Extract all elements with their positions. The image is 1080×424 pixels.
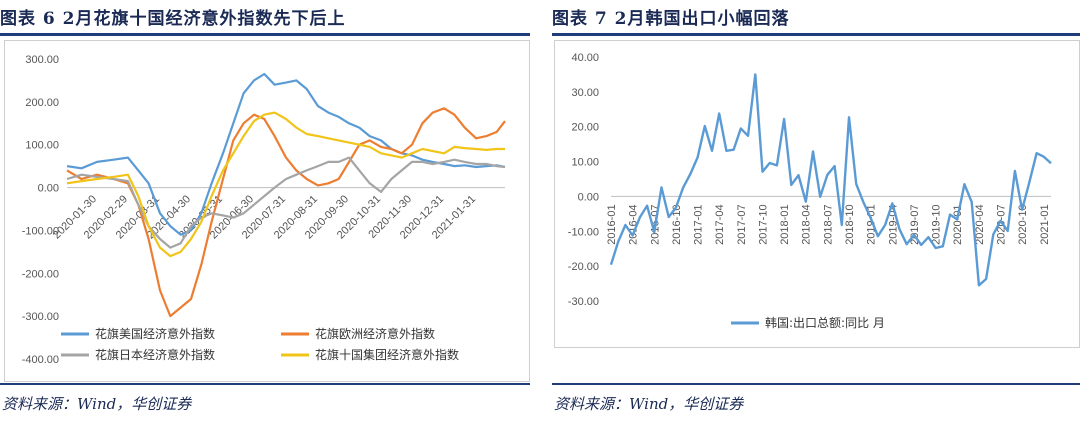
legend-item: 花旗美国经济意外指数: [95, 326, 215, 341]
chart-title-right: 图表 7 2月韩国出口小幅回落: [552, 9, 790, 29]
y-tick-label: 300.00: [25, 54, 59, 66]
series-line: [66, 107, 506, 318]
title-rule-left: [0, 33, 530, 36]
title-rule-right: [552, 33, 1080, 36]
y-tick-label: -10.00: [568, 226, 599, 238]
x-tick-label: 2016-10: [671, 204, 683, 244]
bottom-rule-left: [0, 383, 530, 385]
chart-area-left: 300.00 200.00 100.00 0.00 -100.00 -200.00 -300…: [4, 40, 530, 382]
series-line: [66, 72, 506, 236]
x-tick-label: 2020-04: [974, 204, 986, 244]
x-tick-label: 2019-10: [931, 204, 943, 244]
y-tick-label: 100.00: [25, 140, 59, 152]
x-tick-label: 2020-10: [1017, 204, 1029, 244]
y-tick-label: 20.00: [571, 122, 599, 134]
line-chart-left: 300.00 200.00 100.00 0.00 -100.00 -200.00 -300…: [22, 54, 506, 366]
y-tick-label: 200.00: [25, 97, 59, 109]
chart-area-right: 40.00 30.00 20.00 10.00 0.00 -10.00 -20.00 -30.…: [554, 40, 1080, 348]
series-line: [609, 73, 1052, 287]
y-tick-label: -300.00: [22, 311, 59, 323]
y-tick-label: 30.00: [571, 87, 599, 99]
x-tick-label: 2018-04: [801, 204, 813, 244]
x-tick-label: 2018-07: [822, 204, 834, 244]
bottom-rule-right: [552, 383, 1080, 385]
y-tick-label: 0.00: [578, 191, 599, 203]
legend-item: 花旗日本经济意外指数: [95, 347, 215, 362]
y-tick-label: -100.00: [22, 225, 59, 237]
legend-item: 花旗欧洲经济意外指数: [315, 326, 435, 341]
y-tick-label: -400.00: [22, 354, 59, 366]
x-tick-label: 2016-01: [606, 204, 618, 244]
y-tick-label: -20.00: [568, 261, 599, 273]
x-tick-label: 2017-10: [757, 204, 769, 244]
source-note-right: 资料来源：Wind，华创证券: [554, 395, 744, 413]
x-tick-label: 2019-07: [909, 204, 921, 244]
series-line: [66, 156, 506, 249]
x-tick-label: 2017-01: [693, 204, 705, 244]
y-tick-label: 40.00: [571, 52, 599, 64]
legend-item: 花旗十国集团经济意外指数: [315, 347, 459, 362]
y-tick-label: -30.00: [568, 296, 599, 308]
x-tick-label: 2020-01: [952, 204, 964, 244]
line-chart-right: 40.00 30.00 20.00 10.00 0.00 -10.00 -20.00 -30.…: [568, 52, 1052, 330]
x-tick-label: 2018-10: [844, 204, 856, 244]
series-line: [66, 111, 505, 258]
x-tick-label: 2017-07: [736, 204, 748, 244]
x-tick-label: 2020-07: [996, 204, 1008, 244]
source-note-left: 资料来源：Wind，华创证券: [2, 395, 192, 413]
x-tick-label: 2021-01: [1039, 204, 1051, 244]
x-tick-label: 2018-01: [779, 204, 791, 244]
chart-title-left: 图表 6 2月花旗十国经济意外指数先下后上: [0, 9, 346, 29]
y-tick-label: 10.00: [571, 157, 599, 169]
legend-item: 韩国:出口总额:同比 月: [765, 315, 885, 330]
y-tick-label: 0.00: [38, 183, 59, 195]
x-tick-label: 2017-04: [714, 204, 726, 244]
y-tick-label: -200.00: [22, 268, 59, 280]
